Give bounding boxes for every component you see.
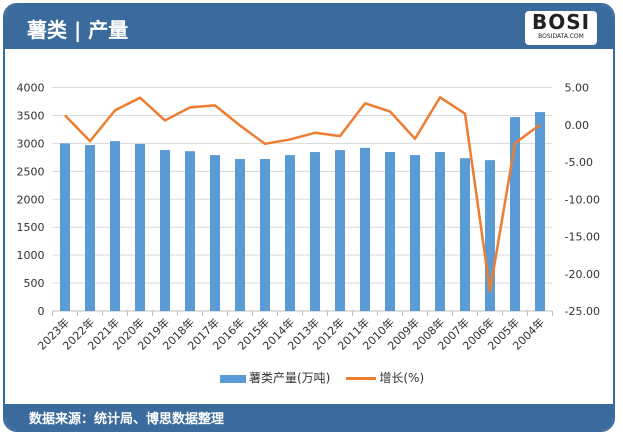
y-left-tick-label: 2000 bbox=[17, 193, 45, 206]
bosi-logo: BOSI BOSIDATA.COM bbox=[525, 11, 597, 45]
y-right-tick-label: 5.00 bbox=[565, 82, 590, 95]
page-title: 薯类 | 产量 bbox=[27, 18, 129, 42]
y-right-tick-label: -20.00 bbox=[565, 268, 600, 281]
bar-production bbox=[460, 158, 470, 311]
bar-production bbox=[110, 141, 120, 311]
bar-production bbox=[360, 147, 370, 311]
bar-production bbox=[210, 155, 220, 311]
bar-production bbox=[335, 150, 345, 311]
bar-production bbox=[60, 143, 70, 311]
bar-production bbox=[510, 117, 520, 312]
bar-production bbox=[310, 152, 320, 311]
bar-production bbox=[160, 150, 170, 311]
y-left-tick-label: 3500 bbox=[17, 109, 45, 122]
bar-production bbox=[185, 151, 195, 311]
y-right-tick-label: -15.00 bbox=[565, 231, 600, 244]
legend-bar-swatch bbox=[220, 374, 246, 383]
y-right-tick-label: -10.00 bbox=[565, 193, 600, 206]
bar-production bbox=[485, 160, 495, 311]
bar-production bbox=[435, 152, 445, 311]
bar-production bbox=[85, 145, 95, 311]
logo-text: BOSI bbox=[531, 10, 591, 34]
legend-label-production: 薯类产量(万吨) bbox=[249, 371, 331, 385]
bar-production bbox=[535, 112, 545, 312]
y-left-tick-label: 4000 bbox=[17, 82, 45, 95]
bar-production bbox=[235, 159, 245, 311]
data-source: 数据来源：统计局、博思数据整理 bbox=[29, 412, 225, 427]
legend-item-production: 薯类产量(万吨) bbox=[220, 369, 330, 386]
header-bar: 薯类 | 产量 BOSI BOSIDATA.COM bbox=[5, 5, 613, 49]
footer-bar: 数据来源：统计局、博思数据整理 bbox=[5, 404, 613, 430]
y-right-tick-label: -25.00 bbox=[565, 305, 600, 318]
y-right-tick-label: 0.00 bbox=[565, 119, 590, 132]
y-left-tick-label: 2500 bbox=[17, 165, 45, 178]
y-left-tick-label: 0 bbox=[38, 305, 45, 318]
line-growth bbox=[64, 96, 541, 293]
y-left-tick-label: 3000 bbox=[17, 137, 45, 150]
bar-production bbox=[410, 155, 420, 311]
bar-production bbox=[135, 143, 145, 311]
y-left-tick-label: 500 bbox=[24, 277, 45, 290]
logo-subtext: BOSIDATA.COM bbox=[538, 33, 584, 40]
bar-production bbox=[285, 155, 295, 311]
y-right-tick-label: -5.00 bbox=[565, 156, 593, 169]
legend-item-growth: 增长(%) bbox=[346, 369, 424, 386]
legend: 薯类产量(万吨) 增长(%) bbox=[220, 369, 424, 386]
bar-production bbox=[260, 159, 270, 311]
legend-line-swatch bbox=[346, 377, 377, 380]
bar-production bbox=[385, 152, 395, 311]
y-left-tick-label: 1000 bbox=[17, 249, 45, 262]
legend-label-growth: 增长(%) bbox=[379, 371, 425, 385]
y-left-tick-label: 1500 bbox=[17, 221, 45, 234]
